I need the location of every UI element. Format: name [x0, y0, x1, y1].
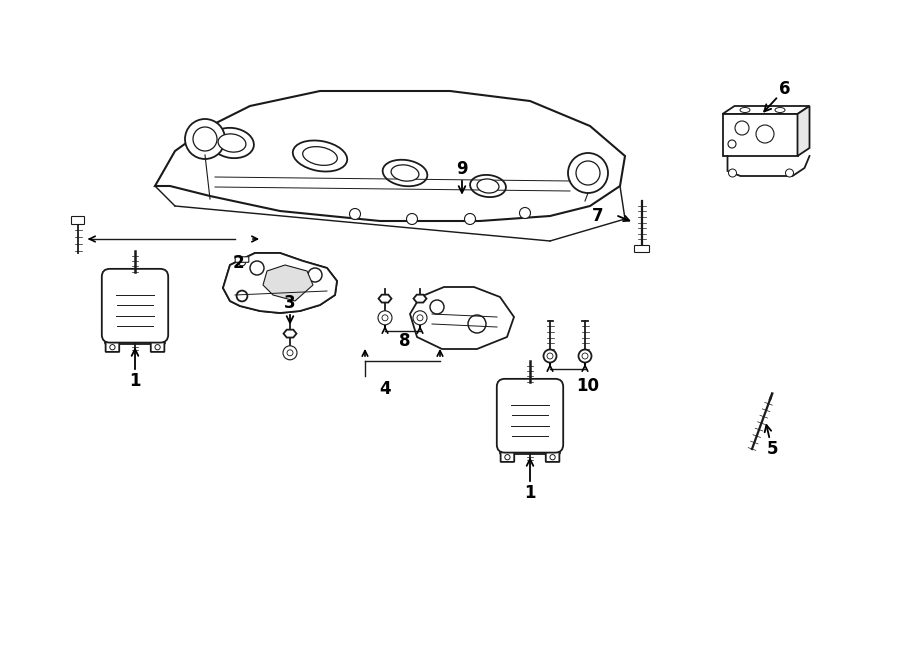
Text: 6: 6 [764, 80, 791, 112]
Text: 5: 5 [765, 425, 778, 458]
Ellipse shape [470, 175, 506, 197]
Circle shape [468, 315, 486, 333]
Text: 10: 10 [577, 377, 599, 395]
Circle shape [728, 140, 736, 148]
Circle shape [464, 214, 475, 225]
Ellipse shape [210, 128, 254, 158]
Ellipse shape [392, 165, 418, 181]
Circle shape [287, 350, 293, 356]
Circle shape [155, 344, 160, 350]
Circle shape [576, 161, 600, 185]
Circle shape [550, 455, 555, 460]
FancyBboxPatch shape [151, 340, 165, 352]
Text: 2: 2 [232, 254, 244, 272]
Ellipse shape [382, 160, 428, 186]
Text: 8: 8 [400, 332, 410, 350]
Text: 1: 1 [524, 459, 536, 502]
Circle shape [407, 214, 418, 225]
Text: 7: 7 [592, 207, 604, 225]
Polygon shape [284, 330, 296, 338]
Circle shape [544, 350, 556, 362]
Ellipse shape [775, 108, 785, 112]
Circle shape [185, 119, 225, 159]
FancyBboxPatch shape [105, 340, 119, 352]
Circle shape [547, 353, 553, 359]
Circle shape [349, 208, 361, 219]
Circle shape [756, 125, 774, 143]
FancyBboxPatch shape [545, 450, 560, 462]
Circle shape [283, 346, 297, 360]
Circle shape [786, 169, 794, 177]
Circle shape [728, 169, 736, 177]
Circle shape [417, 315, 423, 321]
FancyBboxPatch shape [105, 334, 165, 344]
FancyBboxPatch shape [235, 257, 248, 262]
Ellipse shape [477, 179, 499, 193]
Circle shape [193, 127, 217, 151]
Circle shape [110, 344, 115, 350]
Circle shape [378, 311, 392, 325]
FancyBboxPatch shape [102, 269, 168, 342]
Circle shape [237, 291, 248, 301]
Polygon shape [413, 295, 427, 303]
Polygon shape [723, 106, 809, 114]
Circle shape [582, 353, 588, 359]
Text: 1: 1 [130, 349, 140, 390]
FancyBboxPatch shape [497, 379, 563, 453]
Circle shape [519, 208, 530, 219]
Text: 3: 3 [284, 294, 296, 323]
Polygon shape [410, 287, 514, 349]
Circle shape [505, 455, 510, 460]
Circle shape [430, 300, 444, 314]
Polygon shape [223, 253, 337, 313]
FancyBboxPatch shape [500, 450, 514, 462]
Text: 9: 9 [456, 160, 468, 193]
Circle shape [308, 268, 322, 282]
Polygon shape [379, 295, 392, 303]
Circle shape [382, 315, 388, 321]
Circle shape [568, 153, 608, 193]
Polygon shape [263, 265, 313, 301]
Polygon shape [155, 91, 625, 221]
Circle shape [735, 121, 749, 135]
Circle shape [250, 261, 264, 275]
FancyBboxPatch shape [634, 245, 650, 253]
Circle shape [413, 311, 427, 325]
FancyBboxPatch shape [500, 444, 560, 454]
Polygon shape [797, 106, 809, 156]
Polygon shape [223, 253, 337, 313]
Ellipse shape [740, 108, 750, 112]
Ellipse shape [218, 134, 246, 152]
Text: 4: 4 [379, 380, 391, 398]
Circle shape [238, 258, 246, 266]
Ellipse shape [292, 141, 347, 171]
FancyBboxPatch shape [71, 217, 85, 225]
FancyBboxPatch shape [723, 114, 797, 156]
Circle shape [579, 350, 591, 362]
Ellipse shape [302, 147, 338, 165]
